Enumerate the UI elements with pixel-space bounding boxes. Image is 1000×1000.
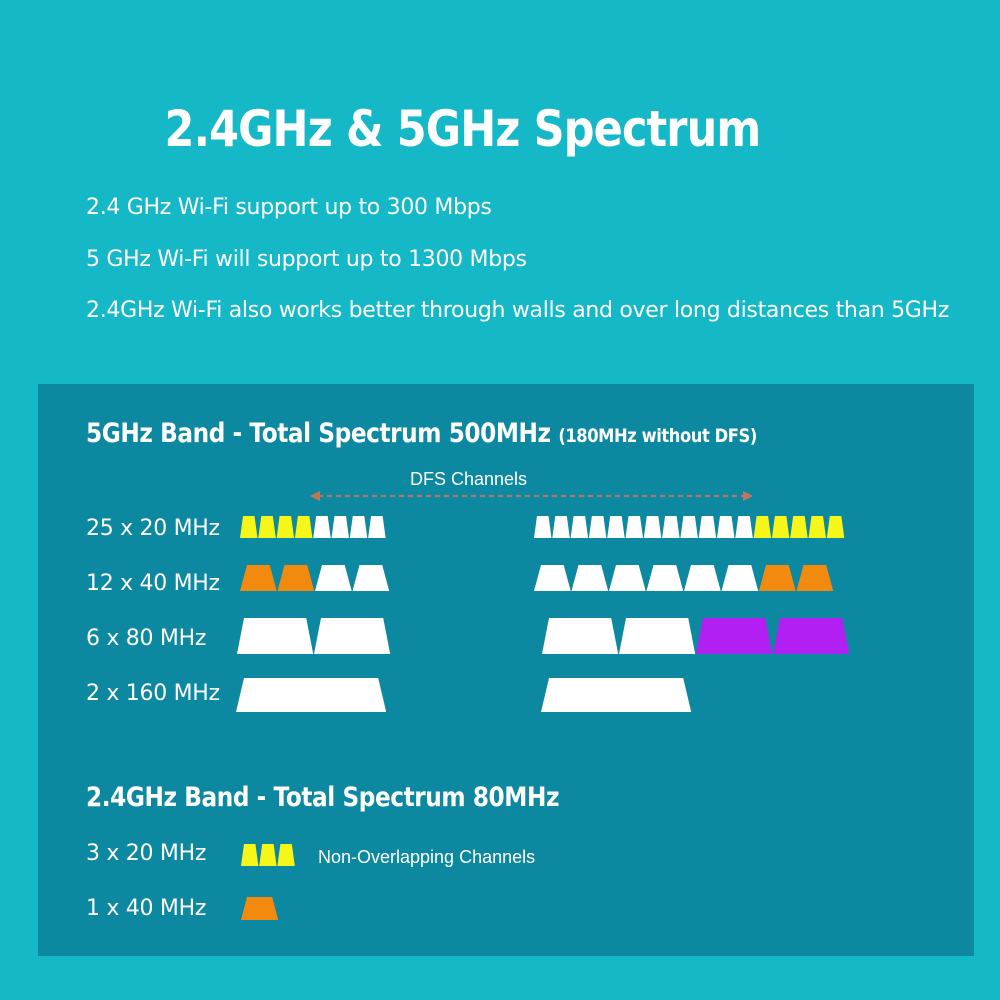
channel-5ghz-r2-g1-c1 [619,618,696,654]
dfs-arrow-left-icon [310,491,320,501]
channel-5ghz-r0-g1-c8 [680,516,698,538]
band5-title-main: 5GHz Band - Total Spectrum 500MHz [86,418,551,449]
spectrum-panel [38,384,974,956]
channel-5ghz-r1-g0-c3 [352,565,390,591]
dfs-arrow-right-icon [743,491,753,501]
channel-24ghz-r1-c0 [241,897,279,920]
channel-5ghz-r0-g1-c3 [588,516,607,538]
channel-5ghz-r0-g1-c16 [826,516,845,538]
channel-5ghz-r0-g1-c1 [552,516,570,538]
row-label-3x20: 3 x 20 MHz [86,841,207,866]
channel-5ghz-r2-g0-c0 [237,618,314,654]
non-overlapping-note: Non-Overlapping Channels [318,847,536,867]
channel-5ghz-r0-g0-c3 [294,516,313,538]
channel-5ghz-r3-g0-c0 [236,678,387,712]
channel-5ghz-r0-g0-c4 [313,516,331,538]
feature-line-1: 2.4 GHz Wi-Fi support up to 300 Mbps [86,195,492,220]
channel-5ghz-r1-g0-c1 [277,565,315,591]
channel-5ghz-r0-g1-c7 [662,516,680,538]
feature-line-2: 5 GHz Wi-Fi will support up to 1300 Mbps [86,247,527,272]
channel-5ghz-r1-g1-c4 [684,565,721,591]
channel-5ghz-r0-g1-c4 [607,516,625,538]
channel-5ghz-r0-g0-c2 [276,516,295,538]
row-label-12x40: 12 x 40 MHz [86,571,220,596]
channel-5ghz-r0-g0-c1 [258,516,276,538]
channel-5ghz-r2-g0-c1 [314,618,391,654]
feature-line-3: 2.4GHz Wi-Fi also works better through w… [86,298,950,323]
channel-5ghz-r1-g1-c2 [609,565,646,591]
band5-title: 5GHz Band - Total Spectrum 500MHz (180MH… [86,418,757,449]
channel-5ghz-r0-g1-c11 [735,516,753,538]
channel-5ghz-r0-g1-c10 [717,516,735,538]
channel-5ghz-r0-g0-c6 [349,516,368,538]
channel-5ghz-r0-g1-c15 [808,516,826,538]
channel-5ghz-r0-g1-c9 [698,516,717,538]
channel-24ghz-r0-c1 [259,844,277,866]
channel-5ghz-r1-g1-c6 [759,565,796,591]
channel-5ghz-r1-g1-c0 [534,565,571,591]
row-label-6x80: 6 x 80 MHz [86,626,207,651]
row-label-1x40: 1 x 40 MHz [86,896,207,921]
channel-5ghz-r3-g1-c0 [541,678,692,712]
channel-5ghz-r0-g1-c12 [753,516,772,538]
band5-title-note: (180MHz without DFS) [558,425,757,447]
channel-5ghz-r2-g1-c0 [542,618,619,654]
page-title: 2.4GHz & 5GHz Spectrum [164,100,762,158]
channel-5ghz-r1-g0-c2 [315,565,352,591]
channel-5ghz-r0-g1-c0 [534,516,552,538]
channel-5ghz-r1-g1-c1 [571,565,609,591]
channel-5ghz-r0-g1-c14 [790,516,808,538]
channel-5ghz-r1-g1-c5 [721,565,759,591]
channel-5ghz-r1-g1-c7 [796,565,834,591]
channel-5ghz-r0-g0-c7 [368,516,386,538]
channel-5ghz-r1-g0-c0 [240,565,277,591]
row-label-2x160: 2 x 160 MHz [86,681,220,706]
channel-5ghz-r0-g1-c5 [625,516,643,538]
channel-5ghz-r0-g1-c2 [570,516,589,538]
channel-5ghz-r2-g1-c3 [773,618,850,654]
channel-5ghz-r0-g0-c0 [240,516,258,538]
channel-5ghz-r0-g1-c6 [643,516,662,538]
band24-title: 2.4GHz Band - Total Spectrum 80MHz [86,782,560,813]
channel-5ghz-r0-g0-c5 [331,516,349,538]
dfs-label: DFS Channels [410,469,528,489]
channel-5ghz-r0-g1-c13 [771,516,790,538]
channel-24ghz-r0-c2 [277,844,295,866]
row-label-25x20: 25 x 20 MHz [86,516,220,541]
channel-24ghz-r0-c0 [241,844,259,866]
channel-5ghz-r2-g1-c2 [696,618,773,654]
channel-5ghz-r1-g1-c3 [646,565,684,591]
